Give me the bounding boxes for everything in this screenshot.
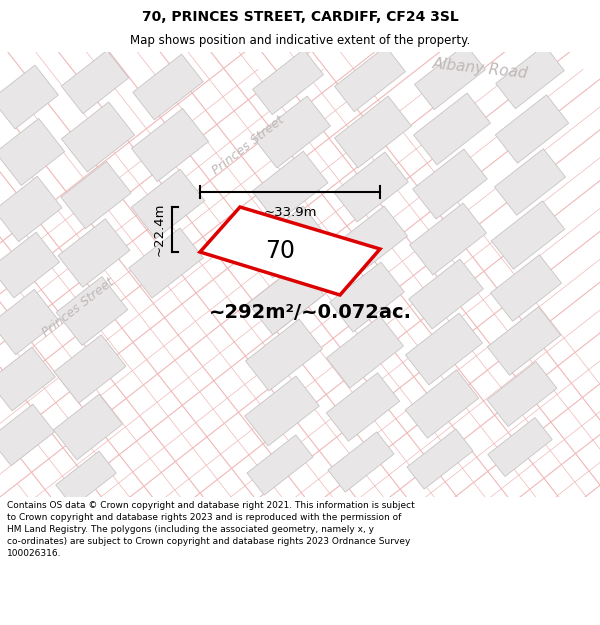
- Polygon shape: [245, 376, 319, 446]
- Polygon shape: [56, 277, 128, 346]
- Polygon shape: [0, 176, 62, 242]
- Polygon shape: [0, 232, 59, 298]
- Text: Map shows position and indicative extent of the property.: Map shows position and indicative extent…: [130, 34, 470, 47]
- Text: Princes Street: Princes Street: [209, 113, 286, 177]
- Polygon shape: [494, 149, 566, 215]
- Text: 70: 70: [265, 239, 295, 262]
- Polygon shape: [488, 418, 552, 476]
- Polygon shape: [131, 169, 205, 239]
- Text: Albany Road: Albany Road: [431, 56, 529, 81]
- Polygon shape: [250, 206, 326, 278]
- Polygon shape: [61, 102, 134, 172]
- Polygon shape: [496, 95, 569, 163]
- Text: Princes Street: Princes Street: [40, 275, 116, 339]
- Polygon shape: [200, 207, 380, 295]
- Polygon shape: [326, 316, 403, 388]
- Polygon shape: [0, 404, 55, 466]
- Polygon shape: [247, 435, 313, 495]
- Polygon shape: [496, 45, 564, 109]
- Polygon shape: [0, 347, 55, 411]
- Polygon shape: [331, 206, 407, 278]
- Polygon shape: [407, 429, 473, 489]
- Polygon shape: [326, 372, 400, 441]
- Polygon shape: [133, 54, 203, 120]
- Polygon shape: [0, 119, 65, 186]
- Text: ~292m²/~0.072ac.: ~292m²/~0.072ac.: [209, 302, 412, 321]
- Polygon shape: [406, 313, 482, 385]
- Polygon shape: [335, 96, 412, 168]
- Polygon shape: [491, 201, 565, 269]
- Polygon shape: [335, 46, 406, 112]
- Polygon shape: [0, 289, 59, 355]
- Polygon shape: [334, 152, 409, 222]
- Polygon shape: [131, 109, 209, 181]
- Text: ~33.9m: ~33.9m: [263, 206, 317, 219]
- Polygon shape: [248, 263, 324, 335]
- Text: ~22.4m: ~22.4m: [153, 202, 166, 256]
- Polygon shape: [61, 161, 131, 229]
- Polygon shape: [413, 149, 487, 219]
- Polygon shape: [56, 451, 116, 507]
- Polygon shape: [128, 228, 203, 298]
- Polygon shape: [413, 93, 490, 165]
- Polygon shape: [61, 51, 128, 114]
- Polygon shape: [487, 307, 560, 375]
- Polygon shape: [487, 361, 557, 426]
- Polygon shape: [406, 370, 479, 438]
- Polygon shape: [53, 394, 122, 460]
- Polygon shape: [410, 203, 487, 275]
- Polygon shape: [254, 96, 331, 168]
- Polygon shape: [58, 219, 130, 288]
- Polygon shape: [415, 44, 485, 109]
- Polygon shape: [409, 259, 484, 329]
- Polygon shape: [490, 255, 562, 321]
- Text: Contains OS data © Crown copyright and database right 2021. This information is : Contains OS data © Crown copyright and d…: [7, 501, 415, 559]
- Text: 70, PRINCES STREET, CARDIFF, CF24 3SL: 70, PRINCES STREET, CARDIFF, CF24 3SL: [142, 9, 458, 24]
- Polygon shape: [245, 319, 322, 391]
- Polygon shape: [252, 151, 328, 222]
- Polygon shape: [328, 432, 394, 492]
- Polygon shape: [329, 262, 404, 332]
- Polygon shape: [54, 335, 126, 403]
- Polygon shape: [253, 49, 323, 114]
- Polygon shape: [0, 65, 58, 129]
